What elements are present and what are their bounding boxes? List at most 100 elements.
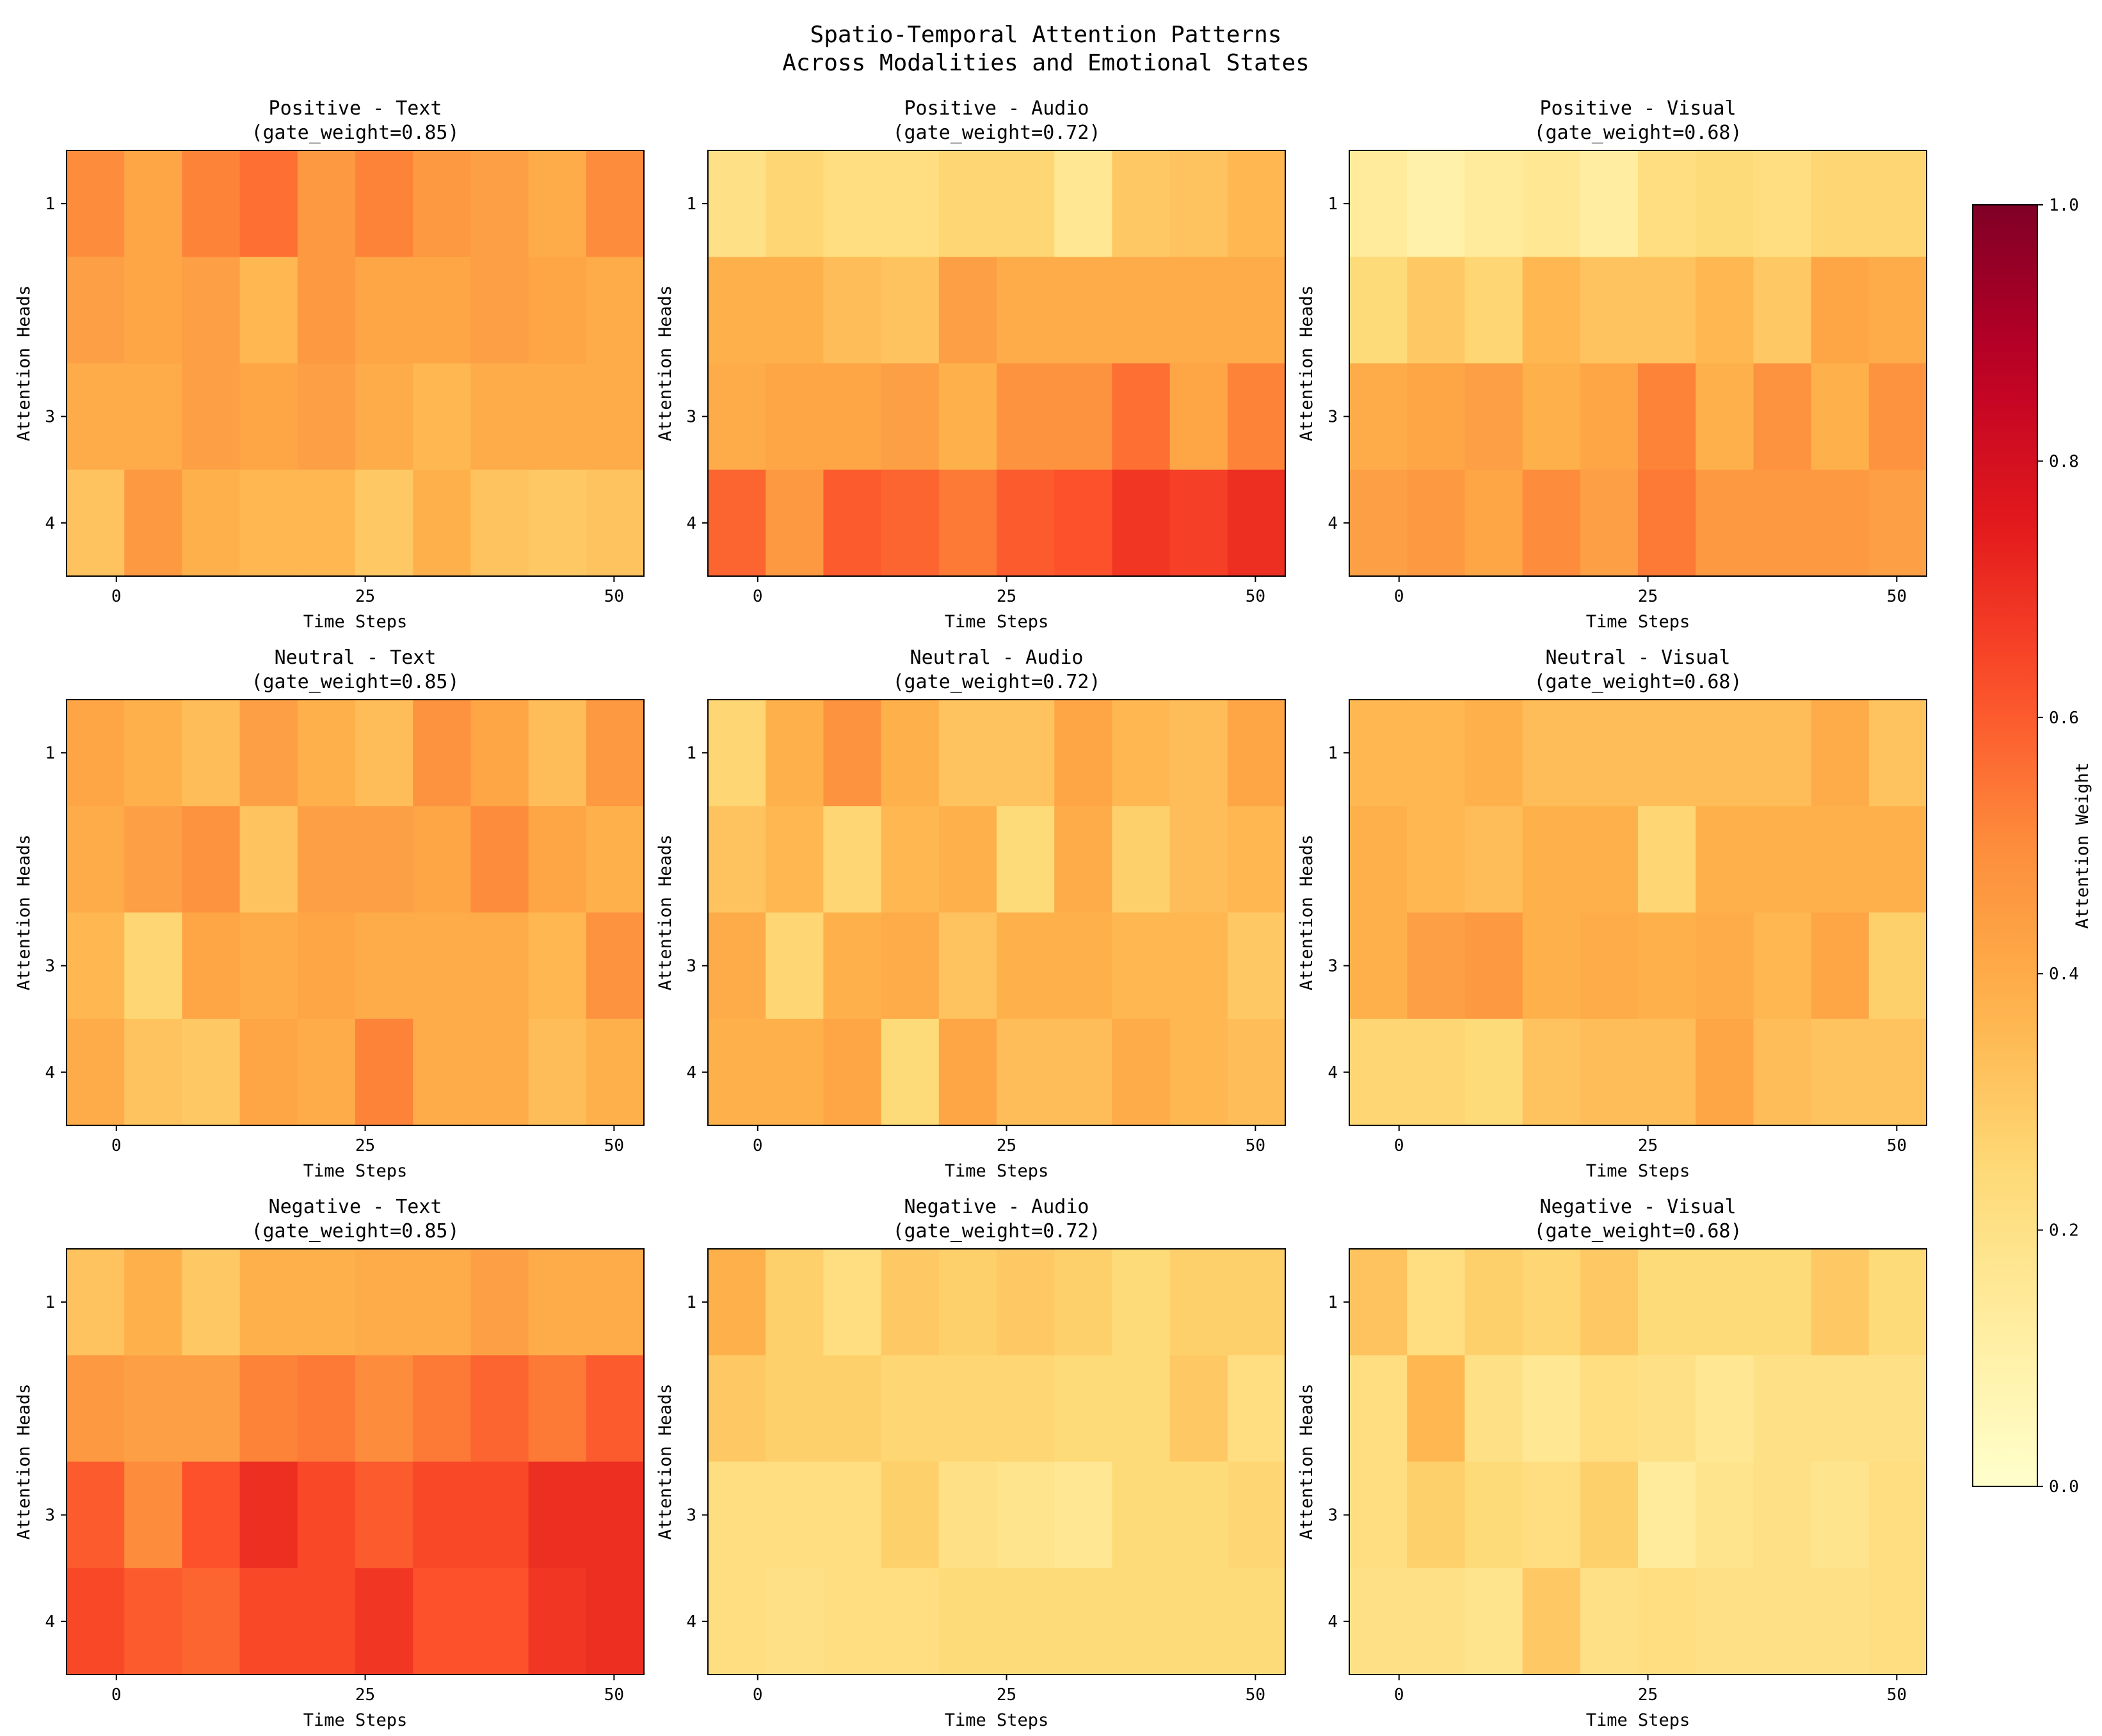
heatmap-cell <box>708 363 766 470</box>
heatmap-cell <box>124 1355 182 1463</box>
heatmap-cell <box>470 1568 529 1675</box>
heatmap-cell <box>528 912 587 1020</box>
heatmap-cell <box>997 257 1055 364</box>
panel-frame <box>66 150 645 577</box>
heatmap-cell <box>413 1249 471 1356</box>
panel-title: Positive - Text <box>269 97 442 120</box>
heatmap-cell <box>1811 469 1870 577</box>
heatmap-cell <box>1407 912 1465 1020</box>
heatmap-cell <box>239 363 298 470</box>
heatmap-cell <box>1811 363 1870 470</box>
heatmap-cell <box>182 363 241 470</box>
heatmap-cell <box>528 150 587 257</box>
heatmap-cell <box>528 469 587 577</box>
heatmap-cell <box>67 1018 125 1126</box>
heatmap-cell <box>67 700 125 807</box>
heatmap-cell <box>881 363 940 470</box>
heatmap-cell <box>1112 363 1171 470</box>
heatmap-cell <box>355 363 413 470</box>
heatmap-cell <box>1169 1018 1228 1126</box>
heatmap-cell <box>708 912 766 1020</box>
heatmap-cell <box>67 150 125 257</box>
heatmap-cell <box>1868 1355 1927 1463</box>
heatmap-cell <box>766 700 824 807</box>
heatmap-panels: Positive - Text(gate_weight=0.85)0 25 5013… <box>14 97 1927 1730</box>
heatmap-cell <box>67 1249 125 1356</box>
heatmap-cell <box>766 806 824 913</box>
heatmap-cell <box>239 912 298 1020</box>
x-axis-label: Time Steps <box>303 1710 408 1730</box>
heatmap-cell <box>1054 1461 1112 1569</box>
y-tick-label: 4 <box>1328 1612 1338 1632</box>
heatmap-cell <box>1580 469 1639 577</box>
heatmap-cell <box>997 806 1055 913</box>
heatmap-cell <box>1753 150 1812 257</box>
heatmap-cell <box>297 150 356 257</box>
x-tick-label: 50 <box>604 1685 624 1705</box>
heatmap-cell <box>1349 806 1408 913</box>
x-tick-label: 0 <box>111 587 122 606</box>
heatmap-cell <box>708 1018 766 1126</box>
heatmap-cell <box>766 469 824 577</box>
heatmap-cell <box>881 912 940 1020</box>
heatmap-cell <box>1696 363 1754 470</box>
y-tick-label: 3 <box>45 1506 55 1525</box>
heatmap-cell <box>413 1355 471 1463</box>
heatmap-cell <box>1580 257 1639 364</box>
heatmap-cell <box>881 1568 940 1675</box>
heatmap-cell <box>239 1568 298 1675</box>
heatmap-cell <box>1227 150 1286 257</box>
heatmap-cell <box>355 469 413 577</box>
heatmap-cell <box>470 700 529 807</box>
heatmap-cell <box>823 1018 882 1126</box>
heatmap-cell <box>997 1249 1055 1356</box>
x-tick-label: 0 <box>753 1136 763 1155</box>
heatmap-cell <box>1169 1249 1228 1356</box>
heatmap-cell <box>239 1018 298 1126</box>
y-tick-label: 4 <box>45 1063 55 1082</box>
x-tick-label: 25 <box>1638 587 1658 606</box>
heatmap-cell <box>1349 1018 1408 1126</box>
heatmap-cell <box>1054 1568 1112 1675</box>
heatmap-cell <box>1349 150 1408 257</box>
heatmap-cell <box>586 1249 645 1356</box>
heatmap-cell <box>881 700 940 807</box>
heatmap-cell <box>355 1249 413 1356</box>
heatmap-cell <box>1227 1568 1286 1675</box>
colorbar-tick-label: 0.2 <box>2049 1221 2079 1241</box>
heatmap-cell <box>1227 257 1286 364</box>
heatmap-cell <box>124 1568 182 1675</box>
heatmap-cell <box>413 1461 471 1569</box>
heatmap-cell <box>297 469 356 577</box>
heatmap-cell <box>355 912 413 1020</box>
heatmap-cell <box>997 912 1055 1020</box>
heatmap-cell <box>124 363 182 470</box>
x-tick-label: 25 <box>355 587 375 606</box>
heatmap-cell <box>708 1461 766 1569</box>
heatmap-cell <box>766 1355 824 1463</box>
heatmap-cell <box>938 700 997 807</box>
heatmap-cell <box>586 806 645 913</box>
panel-title: Negative - Visual <box>1539 1196 1736 1218</box>
heatmap-panel: Positive - Text(gate_weight=0.85) 0 25 50 1 3… <box>14 97 645 632</box>
y-tick-label: 3 <box>686 1506 696 1525</box>
heatmap-cell <box>881 257 940 364</box>
y-tick-label: 3 <box>686 408 696 427</box>
heatmap-cell <box>470 806 529 913</box>
panel-subtitle: (gate_weight=0.72) <box>892 122 1100 144</box>
heatmap-cell <box>297 257 356 364</box>
heatmap-cell <box>182 257 241 364</box>
heatmap-cell <box>1753 700 1812 807</box>
panel-subtitle: (gate_weight=0.68) <box>1534 1220 1742 1242</box>
heatmap-cell <box>1169 1461 1228 1569</box>
panel-subtitle: (gate_weight=0.85) <box>251 122 459 144</box>
heatmap-cell <box>1580 363 1639 470</box>
heatmap-cell <box>182 912 241 1020</box>
heatmap-cell <box>1868 806 1927 913</box>
heatmap-cell <box>1112 257 1171 364</box>
heatmap-cell <box>1169 1355 1228 1463</box>
y-axis-label: Attention Heads <box>1297 1384 1317 1540</box>
heatmap-cell <box>1753 1355 1812 1463</box>
heatmap-cell <box>938 1461 997 1569</box>
heatmap-cell <box>182 1568 241 1675</box>
